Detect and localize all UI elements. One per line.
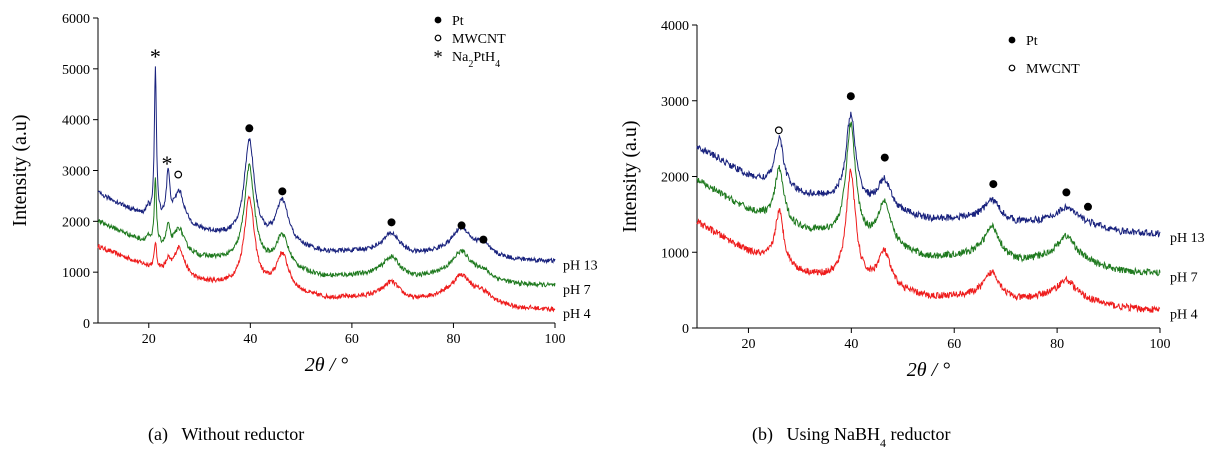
y-tick-label: 4000 — [661, 19, 689, 34]
y-tick-label: 0 — [682, 322, 689, 337]
y-tick-label: 6000 — [62, 12, 90, 27]
peak-marker-open-circle — [774, 126, 783, 135]
x-tick-label: 80 — [1050, 337, 1064, 352]
legend-label: Pt — [452, 14, 464, 29]
y-tick-label: 1000 — [661, 246, 689, 261]
x-tick-label: 100 — [1150, 337, 1171, 352]
legend-symbol-open-circle — [1008, 64, 1016, 72]
y-tick-label: 5000 — [62, 63, 90, 78]
y-tick-label: 3000 — [661, 95, 689, 110]
legend-label: MWCNT — [452, 32, 506, 47]
legend-label: MWCNT — [1026, 62, 1080, 77]
x-axis-label: 2θ / ° — [907, 359, 950, 381]
x-tick-label: 20 — [142, 332, 156, 347]
peak-marker-filled-circle — [387, 218, 396, 227]
x-axis-label: 2θ / ° — [305, 354, 348, 376]
peak-marker-filled-circle — [880, 153, 889, 162]
series-line-ph-13 — [97, 66, 556, 265]
series-label: pH 4 — [1170, 308, 1198, 323]
x-tick-label: 60 — [345, 332, 359, 347]
x-tick-label: 80 — [446, 332, 460, 347]
y-tick-label: 1000 — [62, 266, 90, 281]
peak-marker-filled-circle — [846, 92, 855, 101]
peak-marker-filled-circle — [989, 180, 998, 189]
peak-marker-open-circle — [174, 170, 183, 179]
y-axis-label: Intensity (a.u) — [9, 114, 31, 226]
series-line-ph-4 — [97, 195, 556, 313]
series-line-ph-7 — [696, 121, 1161, 277]
series-line-ph-4 — [696, 168, 1161, 314]
legend: Pt MWCNT * Na2PtH4 — [433, 14, 506, 70]
x-tick-label: 20 — [741, 337, 755, 352]
legend: Pt MWCNT — [1008, 34, 1080, 77]
legend-label: Pt — [1026, 34, 1038, 49]
legend-symbol-asterisk: * — [433, 47, 442, 68]
y-tick-label: 3000 — [62, 165, 90, 180]
legend-symbol-filled-circle — [434, 16, 442, 24]
peak-marker-asterisk: * — [162, 151, 173, 176]
legend-symbol-open-circle — [434, 34, 442, 42]
series-line-ph-7 — [97, 163, 556, 288]
peak-marker-filled-circle — [457, 221, 466, 230]
y-tick-label: 2000 — [661, 171, 689, 186]
legend-symbol-filled-circle — [1008, 36, 1016, 44]
panel-caption: (b) Using NaBH4 reductor — [752, 424, 950, 450]
x-tick-label: 100 — [545, 332, 566, 347]
y-tick-label: 2000 — [62, 215, 90, 230]
peak-marker-filled-circle — [1083, 202, 1092, 211]
peak-marker-filled-circle — [278, 187, 287, 196]
y-axis-label: Intensity (a.u) — [619, 120, 641, 232]
x-tick-label: 40 — [844, 337, 858, 352]
series-label: pH 13 — [563, 258, 598, 273]
series-label: pH 13 — [1170, 231, 1205, 246]
peak-marker-filled-circle — [245, 124, 254, 133]
y-tick-label: 4000 — [62, 114, 90, 129]
x-tick-label: 60 — [947, 337, 961, 352]
x-tick-label: 40 — [243, 332, 257, 347]
panel-caption: (a) Without reductor — [148, 424, 304, 445]
peak-marker-filled-circle — [479, 235, 488, 244]
peak-marker-filled-circle — [1062, 188, 1071, 197]
legend-label: Na2PtH4 — [452, 50, 500, 70]
series-line-ph-13 — [696, 111, 1161, 238]
peak-marker-asterisk: * — [150, 44, 161, 69]
series-label: pH 7 — [563, 283, 591, 298]
series-label: pH 4 — [563, 307, 591, 322]
xrd-panel-b: 0 1000 2000 3000 4000 20 40 60 80 100 Intensity (a… — [619, 19, 1205, 450]
xrd-panel-a: 0 1000 2000 3000 4000 5000 6000 20 40 60 80 100 Inte… — [9, 12, 598, 445]
series-label: pH 7 — [1170, 270, 1198, 285]
y-tick-label: 0 — [83, 317, 90, 332]
